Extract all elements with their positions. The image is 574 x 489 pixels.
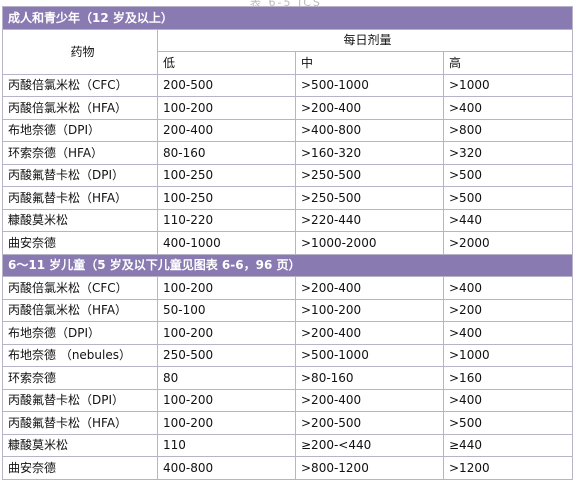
- mid-dose-cell: >1000-2000: [295, 231, 444, 255]
- table-row: 丙酸倍氯米松（HFA） 50-100 >100-200 >200: [2, 298, 574, 322]
- table-row: 丙酸氟替卡松（HFA） 100-250 >250-500 >500: [2, 186, 574, 210]
- drug-name-cell: 曲安奈德: [2, 231, 158, 255]
- low-dose-cell: 100-250: [157, 163, 296, 187]
- drug-name-cell: 曲安奈德: [2, 456, 158, 480]
- table-row: 曲安奈德 400-800 >800-1200 >1200: [2, 456, 574, 480]
- high-dose-cell: >500: [442, 411, 574, 435]
- low-dose-cell: 100-200: [157, 96, 296, 120]
- section-header-row: 成人和青少年（12 岁及以上）: [1, 6, 574, 30]
- cropped-table-caption: 表 6-5 ICS: [250, 0, 322, 9]
- mid-dose-cell: >200-400: [295, 276, 444, 300]
- high-dose-cell: >400: [442, 321, 574, 345]
- table-row: 糠酸莫米松 110 ≥200-<440 ≥440: [2, 433, 574, 457]
- high-dose-cell: >400: [442, 96, 574, 120]
- low-dose-cell: 200-400: [157, 118, 296, 142]
- table-row: 环索奈德（HFA） 80-160 >160-320 >320: [2, 141, 574, 165]
- low-dose-cell: 100-200: [157, 321, 296, 345]
- mid-dose-cell: >80-160: [295, 366, 444, 390]
- drug-name-cell: 糠酸莫米松: [2, 433, 158, 457]
- drug-name-cell: 丙酸倍氯米松（HFA）: [2, 96, 158, 120]
- table-row: 布地奈德（DPI） 100-200 >200-400 >400: [2, 321, 574, 345]
- table-row: 丙酸倍氯米松（HFA） 100-200 >200-400 >400: [2, 96, 574, 120]
- drug-column-header: 药物: [2, 28, 158, 75]
- high-dose-cell: >2000: [442, 231, 574, 255]
- low-dose-cell: 400-1000: [157, 231, 296, 255]
- section-title: 6～11 岁儿童（5 岁及以下儿童见图表 6-6，96 页）: [1, 253, 574, 277]
- table-row: 丙酸倍氯米松（CFC） 100-200 >200-400 >400: [2, 276, 574, 300]
- high-dose-cell: >800: [442, 118, 574, 142]
- ics-daily-dose-table: 成人和青少年（12 岁及以上） 药物 每日剂量 低 中 高 丙酸倍氯米松（CFC…: [1, 6, 574, 480]
- page-top-strip: [0, 0, 574, 6]
- low-dose-cell: 100-200: [157, 388, 296, 412]
- drug-name-cell: 环索奈德（HFA）: [2, 141, 158, 165]
- low-dose-cell: 100-250: [157, 186, 296, 210]
- table-row: 环索奈德 80 >80-160 >160: [2, 366, 574, 390]
- high-dose-cell: >1200: [442, 456, 574, 480]
- mid-dose-cell: >200-400: [295, 388, 444, 412]
- low-dose-cell: 100-200: [157, 411, 296, 435]
- section-header-row: 6～11 岁儿童（5 岁及以下儿童见图表 6-6，96 页）: [1, 253, 574, 277]
- high-dose-header: 高: [442, 51, 574, 75]
- table-row: 丙酸氟替卡松（HFA） 100-200 >200-500 >500: [2, 411, 574, 435]
- dose-level-header-row: 低 中 高: [3, 51, 574, 75]
- drug-name-cell: 丙酸氟替卡松（HFA）: [2, 411, 158, 435]
- high-dose-cell: >1000: [442, 343, 574, 367]
- high-dose-cell: ≥440: [442, 433, 574, 457]
- high-dose-cell: >320: [442, 141, 574, 165]
- low-dose-cell: 80-160: [157, 141, 296, 165]
- daily-dose-header: 每日剂量: [156, 28, 574, 52]
- high-dose-cell: >400: [442, 388, 574, 412]
- mid-dose-cell: >200-400: [295, 321, 444, 345]
- drug-name-cell: 布地奈德（DPI）: [2, 118, 158, 142]
- mid-dose-cell: >800-1200: [295, 456, 444, 480]
- mid-dose-cell: ≥200-<440: [295, 433, 444, 457]
- low-dose-cell: 50-100: [157, 298, 296, 322]
- low-dose-cell: 100-200: [157, 276, 296, 300]
- mid-dose-header: 中: [295, 51, 444, 75]
- table-row: 布地奈德 （nebules） 250-500 >500-1000 >1000: [2, 343, 574, 367]
- low-dose-cell: 80: [157, 366, 296, 390]
- drug-name-cell: 丙酸氟替卡松（DPI）: [2, 388, 158, 412]
- table-row: 布地奈德（DPI） 200-400 >400-800 >800: [2, 118, 574, 142]
- drug-name-cell: 布地奈德 （nebules）: [2, 343, 158, 367]
- high-dose-cell: >400: [442, 276, 574, 300]
- low-dose-header: 低: [157, 51, 296, 75]
- table-row: 糠酸莫米松 110-220 >220-440 >440: [2, 208, 574, 232]
- low-dose-cell: 200-500: [157, 73, 296, 97]
- drug-name-cell: 环索奈德: [2, 366, 158, 390]
- table-row: 丙酸氟替卡松（DPI） 100-200 >200-400 >400: [2, 388, 574, 412]
- high-dose-cell: >500: [442, 163, 574, 187]
- column-header-row: 药物 每日剂量: [2, 28, 574, 75]
- high-dose-cell: >200: [442, 298, 574, 322]
- table-row: 丙酸氟替卡松（DPI） 100-250 >250-500 >500: [2, 163, 574, 187]
- mid-dose-cell: >500-1000: [295, 343, 444, 367]
- table-row: 曲安奈德 400-1000 >1000-2000 >2000: [2, 231, 574, 255]
- mid-dose-cell: >160-320: [295, 141, 444, 165]
- high-dose-cell: >440: [442, 208, 574, 232]
- section-title: 成人和青少年（12 岁及以上）: [1, 6, 574, 30]
- mid-dose-cell: >200-500: [295, 411, 444, 435]
- drug-name-cell: 丙酸倍氯米松（HFA）: [2, 298, 158, 322]
- low-dose-cell: 400-800: [157, 456, 296, 480]
- drug-name-cell: 丙酸氟替卡松（DPI）: [2, 163, 158, 187]
- mid-dose-cell: >500-1000: [295, 73, 444, 97]
- drug-name-cell: 布地奈德（DPI）: [2, 321, 158, 345]
- drug-name-cell: 糠酸莫米松: [2, 208, 158, 232]
- mid-dose-cell: >220-440: [295, 208, 444, 232]
- mid-dose-cell: >250-500: [295, 163, 444, 187]
- low-dose-cell: 110: [157, 433, 296, 457]
- low-dose-cell: 250-500: [157, 343, 296, 367]
- drug-name-cell: 丙酸倍氯米松（CFC）: [2, 276, 158, 300]
- mid-dose-cell: >400-800: [295, 118, 444, 142]
- drug-name-cell: 丙酸氟替卡松（HFA）: [2, 186, 158, 210]
- drug-name-cell: 丙酸倍氯米松（CFC）: [2, 73, 158, 97]
- mid-dose-cell: >200-400: [295, 96, 444, 120]
- mid-dose-cell: >250-500: [295, 186, 444, 210]
- table-row: 丙酸倍氯米松（CFC） 200-500 >500-1000 >1000: [2, 73, 574, 97]
- high-dose-cell: >500: [442, 186, 574, 210]
- mid-dose-cell: >100-200: [295, 298, 444, 322]
- high-dose-cell: >160: [442, 366, 574, 390]
- high-dose-cell: >1000: [442, 73, 574, 97]
- low-dose-cell: 110-220: [157, 208, 296, 232]
